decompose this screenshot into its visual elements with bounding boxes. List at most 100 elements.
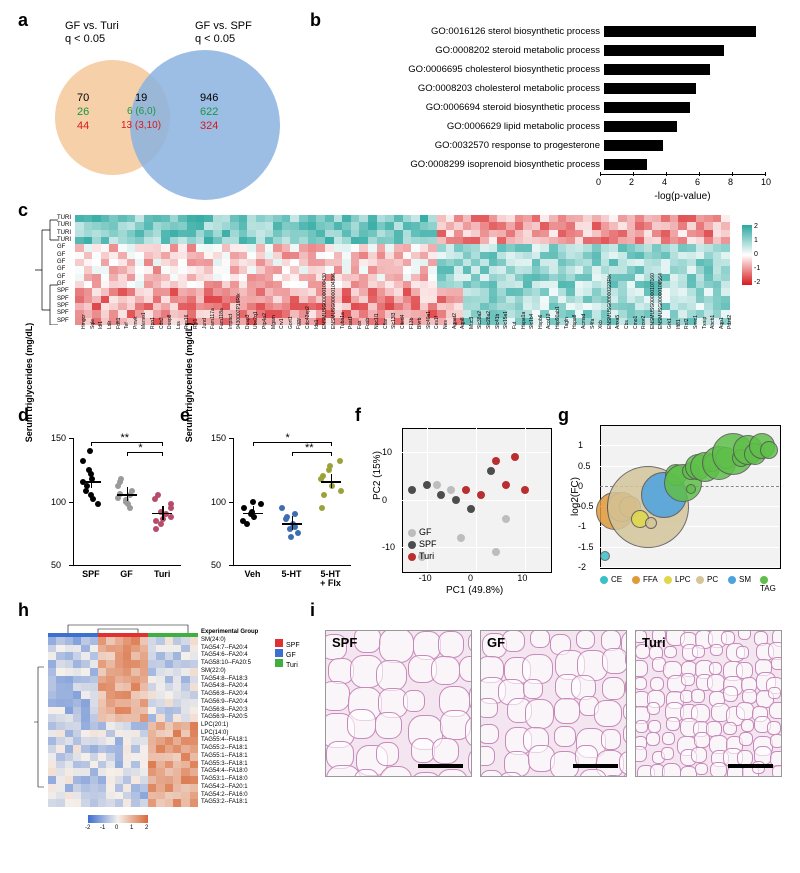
venn-right-up: 622 bbox=[200, 106, 218, 118]
gene-label: Dusp3 bbox=[245, 315, 251, 329]
group-label: SPF bbox=[73, 569, 109, 579]
gene-label: Nes bbox=[443, 320, 449, 329]
heatmap-row-label: SPF bbox=[57, 288, 69, 294]
heatmap-row-label: SPF bbox=[57, 318, 69, 324]
data-point bbox=[337, 458, 343, 464]
pca-ylabel: PC2 (15%) bbox=[372, 451, 383, 500]
venn-mid-down: 13 (3,10) bbox=[121, 120, 161, 131]
colorbar-h bbox=[88, 815, 148, 823]
sem-line bbox=[162, 506, 164, 520]
label-c: c bbox=[18, 200, 28, 221]
gene-label: Xkb bbox=[598, 320, 604, 329]
label-a: a bbox=[18, 10, 28, 31]
gene-label: Ift81 bbox=[676, 319, 682, 329]
lipid-label: TAG54:4--FA18:0 bbox=[201, 768, 248, 774]
gene-label: Abcb1 bbox=[710, 315, 716, 329]
ytick: 100 bbox=[211, 497, 226, 507]
histology-label: Turi bbox=[642, 635, 666, 650]
ylabel: Serum triglycerides (mg/dL) bbox=[24, 322, 34, 442]
gene-label: Gort1 bbox=[288, 316, 294, 329]
pca-point bbox=[457, 534, 465, 542]
gene-label: Tuba1a bbox=[340, 312, 346, 329]
group-legend-item: GF bbox=[275, 649, 296, 659]
dendrogram-h-left bbox=[30, 637, 48, 812]
gene-label: Cmo1 bbox=[633, 316, 639, 329]
heatmap-row-label: SPF bbox=[57, 310, 69, 316]
lipid-label: TAG58:10--FA20:5 bbox=[201, 660, 251, 666]
heatmap-row-label: TURI bbox=[57, 222, 71, 228]
go-xtick: 8 bbox=[728, 177, 733, 187]
pca-xlabel: PC1 (49.8%) bbox=[446, 585, 503, 596]
venn-right-total: 946 bbox=[200, 92, 218, 104]
pca-point bbox=[502, 481, 510, 489]
go-xtick: 6 bbox=[695, 177, 700, 187]
colorbar-tick: -1 bbox=[754, 265, 760, 272]
heatmap-row-label: GF bbox=[57, 281, 65, 287]
gene-label: Fosb bbox=[365, 318, 371, 329]
gene-label: ENSMUSG00000104396 bbox=[331, 273, 337, 329]
histology-panel: Turi bbox=[635, 630, 782, 777]
data-point bbox=[84, 483, 90, 489]
go-xtick: 0 bbox=[596, 177, 601, 187]
ytick: -2 bbox=[578, 562, 586, 572]
gene-label: Cited4 bbox=[400, 315, 406, 329]
gene-label: Ube2q1 bbox=[253, 311, 259, 329]
heatmap-row-label: GF bbox=[57, 244, 65, 250]
pca-point bbox=[502, 515, 510, 523]
colorbar-tick: 2 bbox=[754, 223, 758, 230]
gene-label: Rpn1 bbox=[150, 317, 156, 329]
sem-line bbox=[331, 474, 333, 488]
gene-label: Cds2 bbox=[159, 317, 165, 329]
go-bar-row: GO:0006629 lipid metabolic process bbox=[320, 117, 780, 136]
heatmap-row-label: GF bbox=[57, 266, 65, 272]
bubble bbox=[600, 551, 610, 561]
pca-point bbox=[477, 491, 485, 499]
venn-mid-up: 6 (6,0) bbox=[127, 106, 156, 117]
colorbar-tick: 2 bbox=[145, 825, 148, 831]
bubble bbox=[686, 484, 696, 494]
gene-label: Pmvk bbox=[133, 317, 139, 330]
go-bar bbox=[604, 140, 663, 151]
go-bar-row: GO:0032570 response to progesterone bbox=[320, 136, 780, 155]
venn-left-total: 70 bbox=[77, 92, 89, 104]
gene-label: Psat1 bbox=[348, 316, 354, 329]
pca-legend-item: SPF bbox=[408, 539, 437, 549]
go-term-label: GO:0006694 steroid biosynthetic process bbox=[320, 102, 604, 113]
ytick: -1 bbox=[578, 521, 586, 531]
dotplot-d: 50100150Serum triglycerides (mg/dL)SPFGF… bbox=[35, 420, 185, 595]
go-bar-row: GO:0016126 sterol biosynthetic process bbox=[320, 22, 780, 41]
heatmap-c: TURITURITURITURIGFGFGFGFGFGFSPFSPFSPFSPF… bbox=[30, 215, 775, 400]
sig-bar bbox=[253, 442, 331, 443]
go-term-label: GO:0008202 steroid metabolic process bbox=[320, 45, 604, 56]
gene-label: ENSMUSG00000106564 bbox=[658, 273, 664, 329]
gene-label: Slc41b bbox=[495, 314, 501, 329]
data-point bbox=[86, 467, 92, 473]
lipid-label: TAG54:7--FA20:4 bbox=[201, 645, 248, 651]
gene-label: Ces1f bbox=[434, 316, 440, 329]
label-i: i bbox=[310, 600, 315, 621]
scale-bar bbox=[728, 764, 773, 768]
heatmap-row-label: SPF bbox=[57, 303, 69, 309]
go-bar bbox=[604, 64, 710, 75]
data-point bbox=[338, 488, 344, 494]
gene-label: Agpat2 bbox=[452, 313, 458, 329]
go-bar bbox=[604, 102, 690, 113]
data-point bbox=[155, 492, 161, 498]
lipid-label: TAG54:2--FA16:0 bbox=[201, 792, 248, 798]
go-term-label: GO:0006629 lipid metabolic process bbox=[320, 121, 604, 132]
go-xlabel: -log(p-value) bbox=[600, 191, 765, 202]
group-label: Turi bbox=[144, 569, 180, 579]
gene-label: ENSMUSG00000107160 bbox=[650, 273, 656, 329]
ytick: 150 bbox=[211, 433, 226, 443]
gene-label: Crv1 bbox=[279, 318, 285, 329]
colorbar-tick: 1 bbox=[130, 825, 133, 831]
gene-label: Smic1 bbox=[693, 315, 699, 329]
pca-point bbox=[452, 496, 460, 504]
gene-label: Fam118a bbox=[219, 308, 225, 329]
sig-label: ** bbox=[121, 432, 130, 444]
heatmap-row-label: GF bbox=[57, 252, 65, 258]
label-f: f bbox=[355, 405, 361, 426]
xtick: -10 bbox=[419, 573, 432, 583]
go-bar-row: GO:0006695 cholesterol biosynthetic proc… bbox=[320, 60, 780, 79]
data-point bbox=[153, 518, 159, 524]
